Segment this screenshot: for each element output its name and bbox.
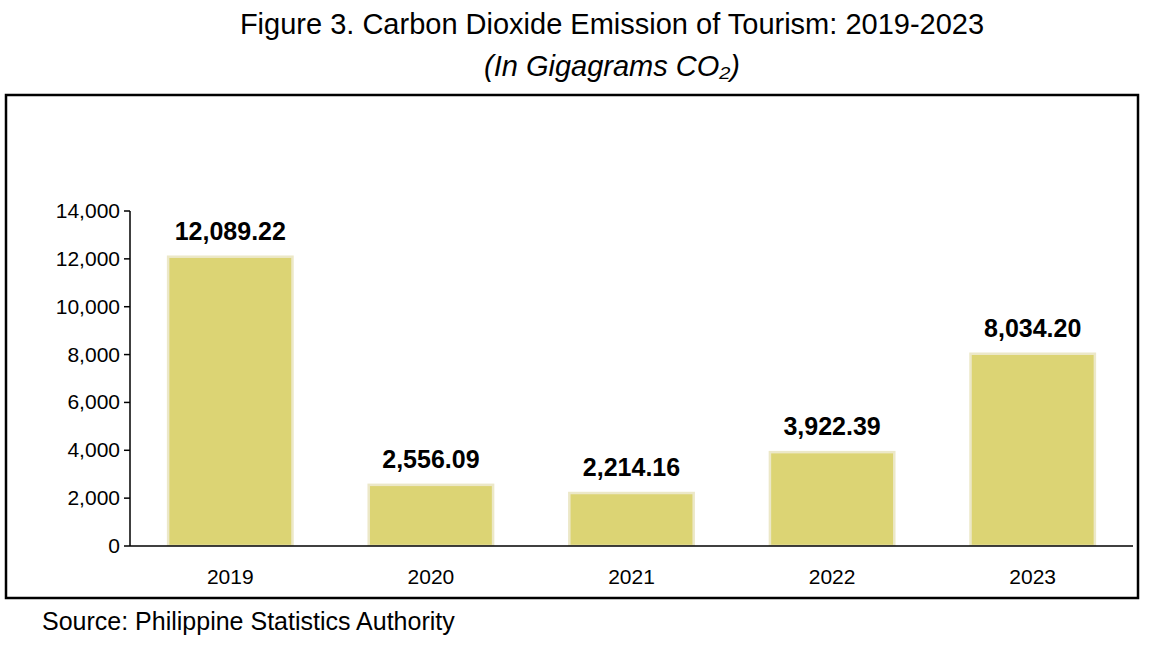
y-tick <box>124 258 130 260</box>
y-tick-label: 12,000 <box>56 247 120 270</box>
y-tick-label: 14,000 <box>56 199 120 222</box>
frame <box>6 95 1138 598</box>
chart: Figure 3. Carbon Dioxide Emission of Tou… <box>0 0 1161 647</box>
subtitle: (In Gigagrams CO₂) <box>484 50 740 82</box>
y-tick <box>124 306 130 308</box>
y-tick <box>124 497 130 499</box>
title: Figure 3. Carbon Dioxide Emission of Tou… <box>240 8 984 40</box>
y-tick-label: 6,000 <box>67 390 120 413</box>
x-tick-label: 2022 <box>809 565 856 588</box>
bar <box>971 354 1095 546</box>
x-axis <box>130 545 1133 547</box>
data-label: 2,214.16 <box>583 453 680 481</box>
y-tick <box>124 210 130 212</box>
data-label: 2,556.09 <box>382 445 479 473</box>
y-tick-label: 2,000 <box>67 486 120 509</box>
bars <box>168 257 1095 546</box>
x-tick-label: 2023 <box>1009 565 1056 588</box>
y-tick-label: 8,000 <box>67 343 120 366</box>
bar <box>168 257 292 546</box>
x-tick-label: 2019 <box>207 565 254 588</box>
data-label: 3,922.39 <box>783 412 880 440</box>
bar <box>369 485 493 546</box>
y-tick <box>124 450 130 452</box>
bar <box>770 452 894 546</box>
y-tick <box>124 402 130 404</box>
x-tick-label: 2021 <box>608 565 655 588</box>
y-axis <box>129 211 131 546</box>
data-label: 8,034.20 <box>984 314 1081 342</box>
y-tick <box>124 545 130 547</box>
data-label: 12,089.22 <box>175 217 286 245</box>
y-tick <box>124 354 130 356</box>
bar <box>569 493 693 546</box>
y-tick-label: 0 <box>108 534 120 557</box>
y-tick-label: 10,000 <box>56 295 120 318</box>
x-tick-label: 2020 <box>408 565 455 588</box>
y-tick-label: 4,000 <box>67 438 120 461</box>
source: Source: Philippine Statistics Authority <box>42 607 455 635</box>
